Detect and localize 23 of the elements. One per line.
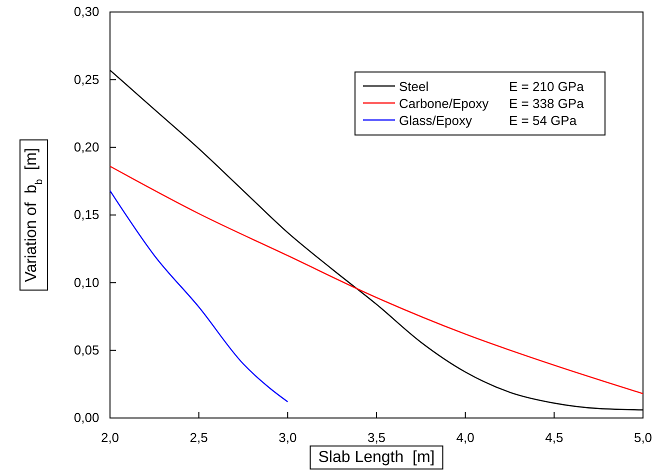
- x-axis-title: Slab Length [m]: [318, 449, 435, 466]
- x-tick-label: 3,0: [278, 430, 297, 445]
- annotation: E = 54 GPa: [509, 113, 578, 128]
- y-tick-label: 0,25: [74, 72, 100, 87]
- x-tick-label: 5,0: [634, 430, 652, 445]
- x-tick-label: 2,0: [100, 430, 120, 445]
- line-series: [109, 190, 288, 402]
- annotation: E = 338 GPa: [509, 96, 585, 111]
- y-tick-label: 0,15: [74, 207, 100, 222]
- legend-label: Steel: [399, 79, 429, 94]
- x-tick-label: 3,5: [367, 430, 386, 445]
- x-tick-label: 4,5: [545, 430, 564, 445]
- x-tick-label: 4,0: [456, 430, 474, 445]
- y-tick-label: 0,30: [74, 4, 100, 20]
- line-series: [109, 166, 644, 394]
- legend-label: Glass/Epoxy: [399, 113, 472, 128]
- legend-label: Carbone/Epoxy: [399, 96, 490, 111]
- x-tick-label: 2,5: [190, 430, 208, 445]
- y-tick-label: 0,05: [74, 342, 100, 358]
- y-tick-label: 0,20: [74, 139, 100, 154]
- annotation: E = 210 GPa: [509, 79, 585, 94]
- y-tick-label: 0,00: [74, 410, 100, 426]
- y-tick-label: 0,10: [74, 274, 100, 290]
